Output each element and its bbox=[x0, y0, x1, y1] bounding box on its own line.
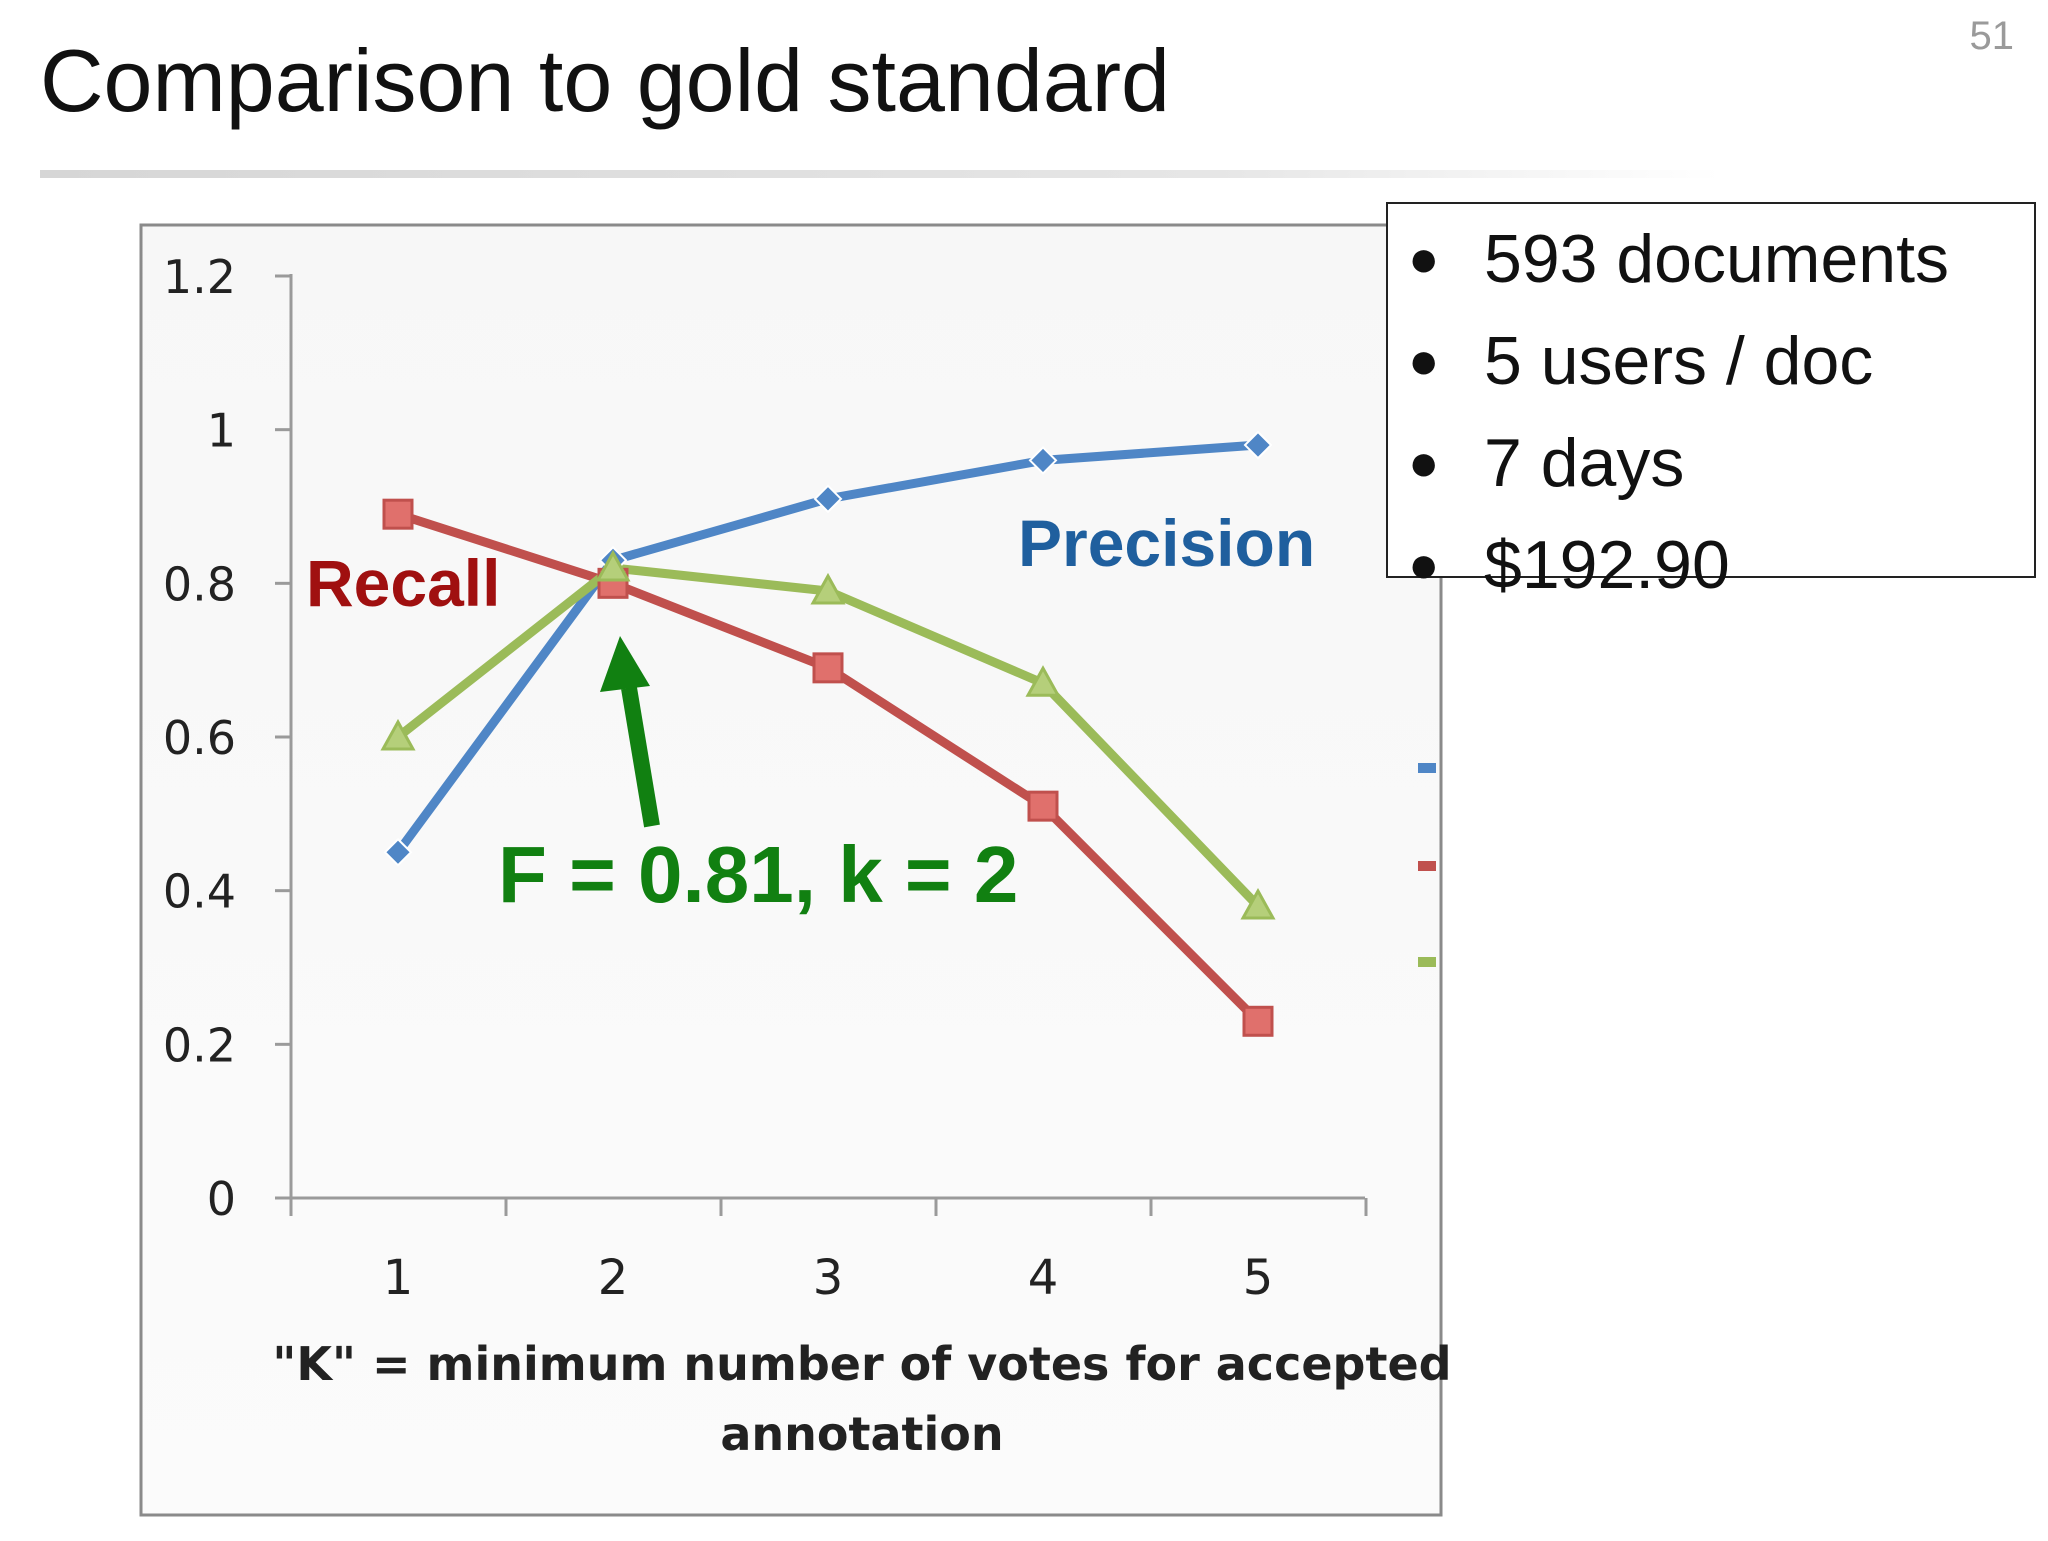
y-tick-label: 0.6 bbox=[163, 711, 236, 765]
data-point-diamond bbox=[1028, 445, 1058, 475]
x-axis-label-line2: annotation bbox=[720, 1407, 1003, 1461]
precision-series-label: Precision bbox=[1018, 506, 1315, 580]
f-score-annotation: F = 0.81, k = 2 bbox=[498, 830, 1018, 919]
data-point-triangle bbox=[810, 572, 846, 605]
x-axis-label-line1: "K" = minimum number of votes for accept… bbox=[272, 1337, 1451, 1391]
y-tick-label: 0.8 bbox=[163, 557, 236, 611]
bullet-icon: ● bbox=[1408, 230, 1440, 288]
y-tick-label: 0.4 bbox=[163, 865, 236, 919]
summary-item-text: $192.90 bbox=[1484, 527, 1730, 603]
recall-series-label: Recall bbox=[306, 546, 500, 620]
data-point-triangle bbox=[595, 549, 631, 582]
data-point-diamond bbox=[383, 837, 413, 867]
series-markers bbox=[380, 430, 1276, 1037]
data-point-diamond bbox=[813, 484, 843, 514]
y-tick-label: 0 bbox=[207, 1172, 236, 1226]
bullet-icon: ● bbox=[1408, 332, 1440, 390]
y-tick-label: 1.2 bbox=[163, 250, 236, 304]
title-divider bbox=[40, 170, 1720, 178]
data-point-square bbox=[382, 498, 414, 530]
legend-swatch bbox=[1418, 861, 1436, 871]
data-point-square bbox=[812, 652, 844, 684]
x-tick-label: 1 bbox=[383, 1250, 414, 1306]
data-point-triangle bbox=[1025, 665, 1061, 697]
data-point-square bbox=[1242, 1005, 1274, 1037]
data-point-square bbox=[1027, 790, 1059, 822]
data-point-triangle bbox=[380, 718, 416, 751]
x-tick-label: 5 bbox=[1243, 1250, 1274, 1306]
chart-axes bbox=[275, 274, 1368, 1216]
y-tick-label: 0.2 bbox=[163, 1018, 236, 1072]
legend-swatch bbox=[1418, 763, 1436, 773]
arrow-head bbox=[600, 636, 650, 692]
x-tick-labels: 1 2 3 4 5 bbox=[383, 1250, 1274, 1306]
legend-swatch bbox=[1418, 957, 1436, 967]
bullet-icon: ● bbox=[1408, 434, 1440, 492]
data-point-triangle bbox=[1240, 887, 1276, 920]
summary-item: ● 5 users / doc bbox=[1388, 310, 2034, 412]
x-tick-label: 4 bbox=[1028, 1250, 1059, 1306]
y-tick-label: 1 bbox=[207, 404, 236, 458]
data-point-diamond bbox=[1243, 430, 1273, 460]
summary-item-text: 5 users / doc bbox=[1484, 323, 1874, 399]
slide-title: Comparison to gold standard bbox=[40, 31, 1170, 130]
arrow-shaft bbox=[621, 686, 660, 828]
summary-item: ● $192.90 bbox=[1388, 514, 2034, 616]
summary-list: ● 593 documents ● 5 users / doc ● 7 days ● $… bbox=[1388, 208, 2034, 616]
y-tick-labels: 0 0.2 0.4 0.6 0.8 1 1.2 bbox=[163, 250, 236, 1226]
summary-item: ● 7 days bbox=[1388, 412, 2034, 514]
summary-item-text: 593 documents bbox=[1484, 221, 1949, 297]
bullet-icon: ● bbox=[1408, 536, 1440, 594]
x-tick-label: 3 bbox=[813, 1250, 844, 1306]
legend-swatches bbox=[1418, 763, 1436, 967]
annotation-arrow bbox=[600, 636, 660, 828]
summary-box: ● 593 documents ● 5 users / doc ● 7 days ● $… bbox=[1386, 202, 2036, 603]
summary-item: ● 593 documents bbox=[1388, 208, 2034, 310]
x-tick-label: 2 bbox=[598, 1250, 629, 1306]
summary-item-text: 7 days bbox=[1484, 425, 1685, 501]
slide-number: 51 bbox=[1969, 14, 2015, 58]
